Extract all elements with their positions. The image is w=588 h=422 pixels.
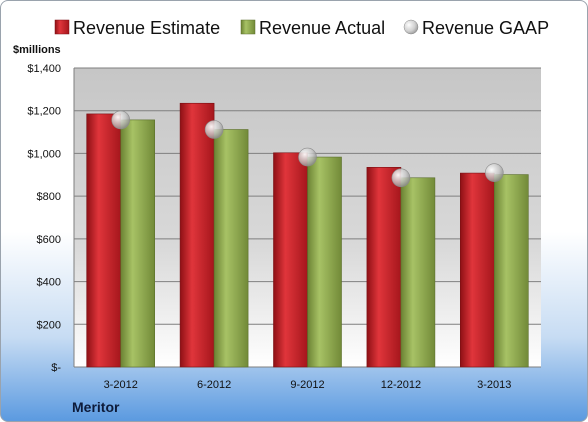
x-tick-label: 3-2013 xyxy=(477,379,511,391)
bar-estimate xyxy=(179,102,215,368)
y-axis-ticks: $- $200 $400 $600 $800 $1,000 $1,200 $1,400 xyxy=(27,63,61,374)
bar-actual xyxy=(120,119,155,368)
y-tick-label: $1,200 xyxy=(27,106,61,118)
legend-swatch-estimate xyxy=(54,19,70,35)
legend-label-actual: Revenue Actual xyxy=(259,18,385,38)
gaap-marker xyxy=(391,168,411,188)
gaap-marker xyxy=(204,120,224,139)
x-axis-ticks: 3-2012 6-2012 9-2012 12-2012 3-2013 xyxy=(104,379,512,391)
legend-label-estimate: Revenue Estimate xyxy=(73,18,220,38)
gaap-marker xyxy=(484,163,504,182)
company-name: Meritor xyxy=(72,399,120,415)
gaap-marker xyxy=(111,110,130,130)
bar-actual xyxy=(307,156,342,368)
legend: Revenue Estimate Revenue Actual Revenue … xyxy=(54,18,549,38)
y-tick-label: $800 xyxy=(37,191,61,203)
bar-estimate xyxy=(366,167,402,368)
gaap-marker xyxy=(298,147,317,167)
bar-actual xyxy=(493,174,529,368)
legend-item-actual[interactable]: Revenue Actual xyxy=(240,18,385,38)
bar-actual xyxy=(400,177,436,368)
legend-label-gaap: Revenue GAAP xyxy=(422,18,549,38)
bar-estimate xyxy=(459,172,495,368)
y-tick-label: $600 xyxy=(37,234,61,246)
legend-item-estimate[interactable]: Revenue Estimate xyxy=(54,18,220,38)
x-tick-label: 9-2012 xyxy=(290,379,324,391)
y-tick-label: $- xyxy=(51,362,61,374)
bar-estimate xyxy=(86,113,121,368)
x-tick-label: 6-2012 xyxy=(197,379,231,391)
x-tick-label: 3-2012 xyxy=(104,379,138,391)
y-tick-label: $1,000 xyxy=(27,148,61,160)
y-axis-unit-label: $millions xyxy=(13,44,61,56)
bar-estimate xyxy=(273,152,308,368)
y-tick-label: $400 xyxy=(37,277,61,289)
bars xyxy=(86,102,529,368)
y-tick-label: $1,400 xyxy=(27,63,61,75)
legend-swatch-gaap xyxy=(403,19,419,35)
legend-item-gaap[interactable]: Revenue GAAP xyxy=(403,18,549,38)
x-tick-label: 12-2012 xyxy=(381,379,421,391)
gaap-markers xyxy=(111,110,504,188)
y-tick-label: $200 xyxy=(37,319,61,331)
legend-swatch-actual xyxy=(240,19,256,35)
bar-actual xyxy=(213,129,249,368)
